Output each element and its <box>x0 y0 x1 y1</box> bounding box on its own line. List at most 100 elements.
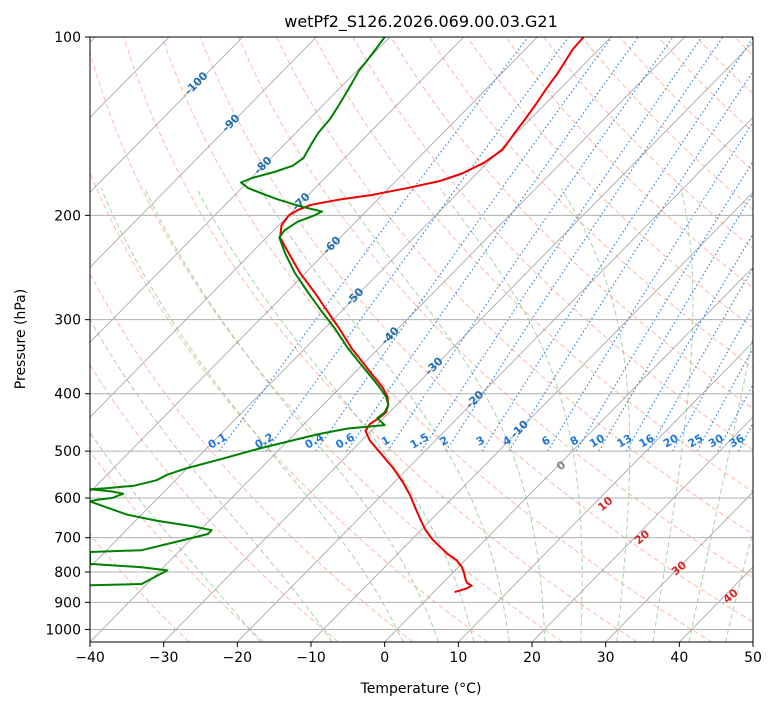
dry-adiabat-line <box>734 37 753 57</box>
moist-adiabat-line <box>688 333 753 642</box>
y-tick-label: 700 <box>54 531 81 547</box>
y-tick-label: 400 <box>54 387 81 403</box>
moist-adiabat-label: 10 <box>595 494 615 514</box>
mixing-ratio-line <box>386 37 674 452</box>
mixing-ratio-line <box>598 192 753 452</box>
x-tick-label: −10 <box>296 650 326 666</box>
mixing-ratio-label: 6 <box>539 433 552 448</box>
mixing-ratio-label: 25 <box>686 432 706 451</box>
x-axis-label: Temperature (°C) <box>360 681 482 697</box>
temperature-line <box>279 37 585 594</box>
y-tick-label: 500 <box>54 444 81 460</box>
dry-adiabat-line <box>237 37 753 579</box>
isotherm-line <box>531 416 753 642</box>
isotherm-line <box>679 566 753 642</box>
y-tick-label: 200 <box>54 208 81 224</box>
isotherm-line <box>90 37 391 343</box>
dry-adiabat-line <box>466 37 753 329</box>
x-tick-label: 40 <box>670 650 688 666</box>
moist-adiabat-line <box>725 529 753 642</box>
x-tick-label: −30 <box>149 650 179 666</box>
dewpoint-line <box>90 37 390 587</box>
chart-title: wetPf2_S126.2026.069.00.03.G21 <box>284 12 558 32</box>
dry-adiabat-line <box>428 37 753 369</box>
mixing-ratio-line <box>547 121 753 452</box>
x-tick-label: −20 <box>223 650 253 666</box>
mixing-ratio-line <box>265 37 570 452</box>
y-tick-label: 300 <box>54 313 81 329</box>
mixing-ratio-label: 1 <box>379 434 392 449</box>
isotherm-line <box>90 37 465 418</box>
mixing-ratio-line <box>315 37 613 452</box>
mixing-ratio-label: 16 <box>637 431 657 450</box>
moist-adiabat-label: 40 <box>721 586 741 606</box>
mixing-ratio-label: 3 <box>474 434 487 449</box>
dry-adiabat-line <box>505 37 753 289</box>
dry-adiabat-line <box>123 37 638 642</box>
mixing-ratio-line <box>346 37 639 452</box>
isotherm-line <box>90 37 317 268</box>
moist-adiabat-line <box>90 318 333 642</box>
x-tick-label: −40 <box>75 650 105 666</box>
x-tick-label: 0 <box>380 650 389 666</box>
isotherm-line <box>384 266 753 642</box>
mixing-ratio-line <box>738 421 753 452</box>
dry-adiabat-line <box>619 37 753 172</box>
moist-adiabat-label: 20 <box>632 527 652 547</box>
dry-adiabat-line <box>314 37 753 493</box>
moist-adiabat-line <box>652 188 694 642</box>
y-axis-label: Pressure (hPa) <box>13 289 29 389</box>
mixing-ratio-line <box>717 383 753 452</box>
isotherm-line <box>310 191 753 642</box>
isotherm-line <box>237 116 753 642</box>
dry-adiabat-line <box>581 37 753 210</box>
dry-adiabat-line <box>543 37 753 250</box>
mixing-ratio-label: 10 <box>587 431 607 450</box>
plot-frame <box>89 36 754 643</box>
x-tick-label: 10 <box>449 650 467 666</box>
y-tick-label: 900 <box>54 595 81 611</box>
isotherm-line <box>90 37 686 642</box>
mixing-ratio-label: 0.1 <box>206 431 229 452</box>
mixing-ratio-line <box>445 37 724 452</box>
mixing-ratio-label: 2 <box>438 434 451 449</box>
isotherm-line <box>90 37 244 193</box>
dry-adiabat-line <box>90 272 414 642</box>
moist-adiabat-line <box>195 187 475 642</box>
moist-adiabat-line <box>259 187 510 642</box>
moist-adiabat-line <box>560 187 631 642</box>
x-tick-label: 20 <box>523 650 541 666</box>
mixing-ratio-line <box>672 305 753 452</box>
mixing-ratio-label: 8 <box>568 434 581 449</box>
y-tick-label: 600 <box>54 491 81 507</box>
moist-adiabat-label: 0 <box>554 458 568 473</box>
dry-adiabat-line <box>657 37 753 133</box>
y-tick-label: 800 <box>54 565 81 581</box>
isotherm-line <box>458 341 753 642</box>
mixing-ratio-label: 13 <box>615 432 635 451</box>
dry-adiabat-line <box>390 37 753 410</box>
mixing-ratio-label: 20 <box>661 431 681 450</box>
isotherm-line <box>752 641 753 642</box>
dry-adiabat-line <box>90 50 563 642</box>
x-tick-label: 50 <box>744 650 762 666</box>
moist-adiabat-line <box>100 188 404 642</box>
dry-adiabat-line <box>352 37 753 451</box>
mixing-ratio-line <box>696 347 753 452</box>
mixing-ratio-line <box>508 70 753 452</box>
dry-adiabat-line <box>90 364 339 642</box>
x-tick-label: 30 <box>597 650 615 666</box>
moist-adiabat-line <box>90 431 261 642</box>
y-tick-label: 1000 <box>45 622 81 638</box>
moist-adiabat-line <box>338 187 546 642</box>
moist-adiabat-label: 30 <box>669 558 689 578</box>
isotherm-line <box>163 41 753 642</box>
y-tick-label: 100 <box>54 30 81 46</box>
mixing-ratio-line <box>481 37 753 452</box>
moist-adiabat-line <box>144 187 439 642</box>
mixing-ratio-line <box>575 160 753 452</box>
dry-adiabat-line <box>276 37 753 536</box>
dry-adiabat-line <box>161 37 712 642</box>
moist-adiabat-line <box>439 187 583 642</box>
